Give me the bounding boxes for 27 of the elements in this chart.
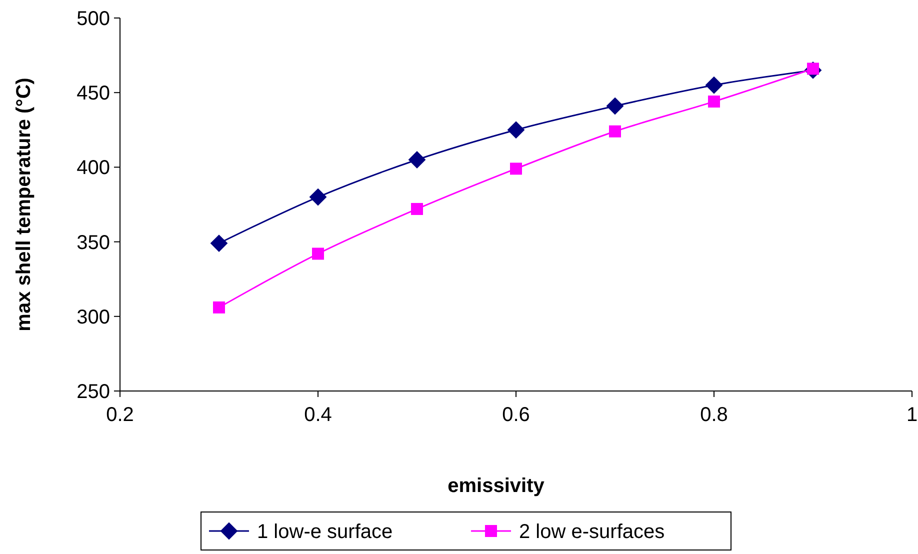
point bbox=[508, 121, 524, 138]
x-tick-label: 1 bbox=[906, 404, 918, 426]
point bbox=[411, 202, 423, 215]
x-tick-label: 0.6 bbox=[502, 404, 530, 426]
y-axis-title: max shell temperature (°C) bbox=[13, 78, 35, 332]
point bbox=[609, 125, 621, 138]
y-tick-label: 250 bbox=[76, 381, 110, 403]
point bbox=[706, 76, 722, 94]
y-tick-label: 500 bbox=[76, 8, 110, 30]
point bbox=[510, 162, 522, 175]
point bbox=[312, 248, 324, 260]
x-axis-title: emissivity bbox=[448, 475, 546, 497]
x-tick-label: 0.2 bbox=[106, 404, 134, 426]
point bbox=[708, 96, 720, 108]
y-tick-label: 450 bbox=[76, 82, 110, 105]
y-tick-label: 300 bbox=[76, 306, 110, 328]
y-tick-label: 350 bbox=[76, 232, 110, 254]
point bbox=[210, 234, 228, 252]
x-tick-label: 0.4 bbox=[304, 404, 332, 426]
x-tick-label: 0.8 bbox=[700, 404, 728, 426]
point bbox=[213, 301, 225, 314]
y-tick-label: 400 bbox=[76, 157, 110, 180]
legend-label: 1 low-e surface bbox=[257, 521, 393, 543]
point bbox=[606, 98, 624, 115]
legend-label: 2 low e-surfaces bbox=[519, 521, 665, 543]
point bbox=[408, 151, 426, 168]
point bbox=[310, 188, 326, 206]
